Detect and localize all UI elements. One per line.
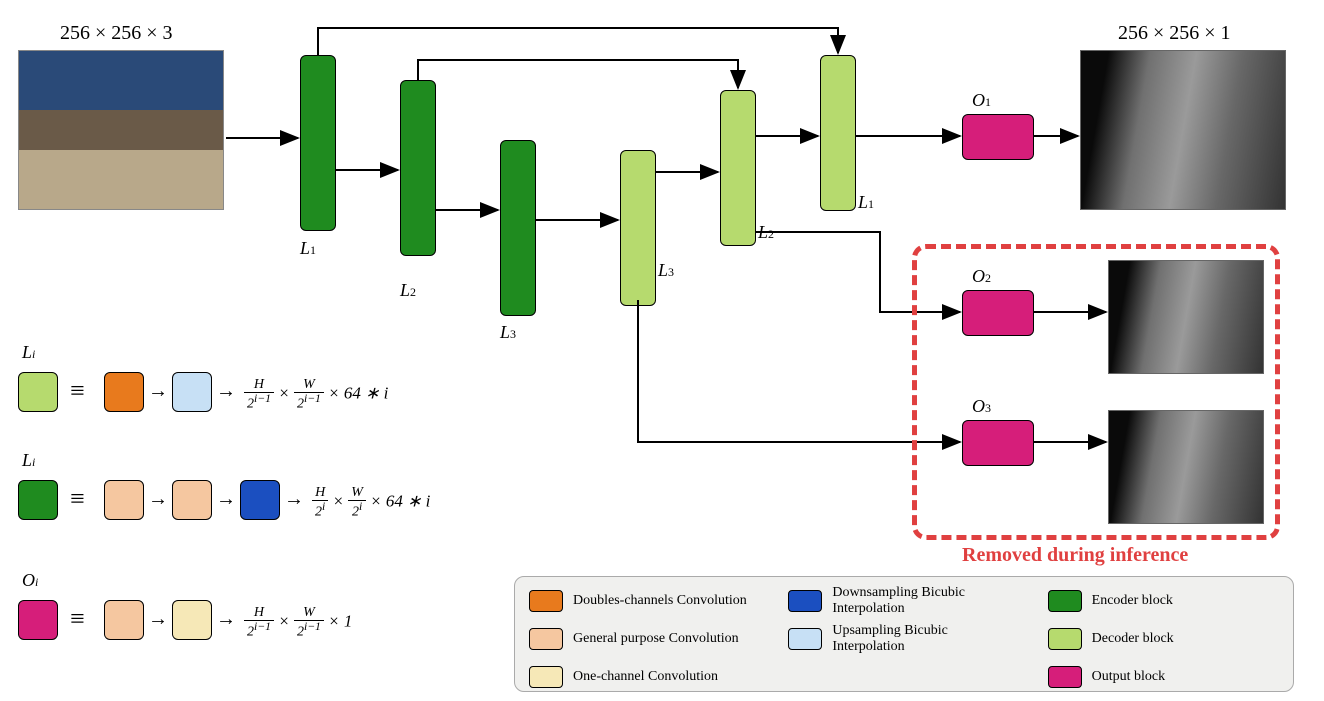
def-encoder-block-1: [172, 480, 212, 520]
block-label-dec2: L2: [758, 222, 774, 243]
block-label-enc1: L1: [300, 238, 316, 259]
arrow-icon: →: [284, 488, 304, 511]
legend-item-1: Downsampling Bicubic Interpolation: [788, 585, 1019, 617]
def-swatch-output: [18, 600, 58, 640]
legend-swatch: [529, 666, 563, 688]
arrow-icon: →: [216, 488, 236, 511]
legend-swatch: [529, 628, 563, 650]
arrow-icon: →: [216, 608, 236, 631]
input-dim-label: 256 × 256 × 3: [60, 22, 173, 45]
input-image: [18, 50, 224, 210]
legend-text: Decoder block: [1092, 631, 1174, 647]
inference-removed-region: [912, 244, 1280, 540]
block-label-enc3: L3: [500, 322, 516, 343]
legend-swatch: [788, 628, 822, 650]
arrow-icon: →: [216, 380, 236, 403]
def-decoder-block-1: [172, 372, 212, 412]
legend-text: Encoder block: [1092, 593, 1173, 609]
legend-text: Output block: [1092, 669, 1166, 685]
legend-item-6: One-channel Convolution: [529, 661, 760, 693]
arrow-icon: →: [148, 380, 168, 403]
legend-item-5: Decoder block: [1048, 623, 1279, 655]
block-dec3: [620, 150, 656, 306]
def-output-block-0: [104, 600, 144, 640]
block-enc3: [500, 140, 536, 316]
legend-text: Downsampling Bicubic Interpolation: [832, 585, 1019, 617]
block-enc2: [400, 80, 436, 256]
def-dim-output: H 2i−1 × W 2i−1 × 1: [244, 606, 352, 640]
block-label-dec1: L1: [858, 192, 874, 213]
legend-panel: Doubles-channels Convolution Downsampling…: [514, 576, 1294, 692]
legend-item-8: Output block: [1048, 661, 1279, 693]
block-dec2: [720, 90, 756, 246]
legend-swatch: [1048, 666, 1082, 688]
removed-label: Removed during inference: [962, 544, 1188, 567]
block-label-dec3: L3: [658, 260, 674, 281]
def-swatch-encoder: [18, 480, 58, 520]
arrow-icon: →: [148, 488, 168, 511]
block-label-enc2: L2: [400, 280, 416, 301]
def-encoder-block-0: [104, 480, 144, 520]
arrow-icon: →: [148, 608, 168, 631]
legend-item-3: General purpose Convolution: [529, 623, 760, 655]
depth-image-main: [1080, 50, 1286, 210]
legend-item-4: Upsampling Bicubic Interpolation: [788, 623, 1019, 655]
def-dim-decoder: H 2i−1 × W 2i−1 × 64 ∗ i: [244, 378, 388, 412]
output-dim-label: 256 × 256 × 1: [1118, 22, 1231, 45]
def-label-output: Oi: [22, 570, 38, 591]
legend-item-0: Doubles-channels Convolution: [529, 585, 760, 617]
def-output-block-1: [172, 600, 212, 640]
equiv-symbol: ≡: [70, 604, 85, 634]
def-dim-encoder: H 2i × W 2i × 64 ∗ i: [312, 486, 430, 520]
legend-item-7: [788, 661, 1019, 693]
legend-swatch: [788, 590, 822, 612]
legend-text: Doubles-channels Convolution: [573, 593, 747, 609]
block-label-out1: O1: [972, 90, 991, 111]
legend-swatch: [1048, 628, 1082, 650]
def-swatch-decoder: [18, 372, 58, 412]
legend-item-2: Encoder block: [1048, 585, 1279, 617]
legend-text: General purpose Convolution: [573, 631, 739, 647]
legend-swatch: [529, 590, 563, 612]
legend-text: Upsampling Bicubic Interpolation: [832, 623, 1019, 655]
legend-swatch: [1048, 590, 1082, 612]
block-dec1: [820, 55, 856, 211]
legend-text: One-channel Convolution: [573, 669, 718, 685]
equiv-symbol: ≡: [70, 376, 85, 406]
block-enc1: [300, 55, 336, 231]
def-label-encoder: Li: [22, 450, 35, 471]
def-label-decoder: Li: [22, 342, 35, 363]
def-decoder-block-0: [104, 372, 144, 412]
equiv-symbol: ≡: [70, 484, 85, 514]
block-out1: [962, 114, 1034, 160]
def-encoder-block-2: [240, 480, 280, 520]
